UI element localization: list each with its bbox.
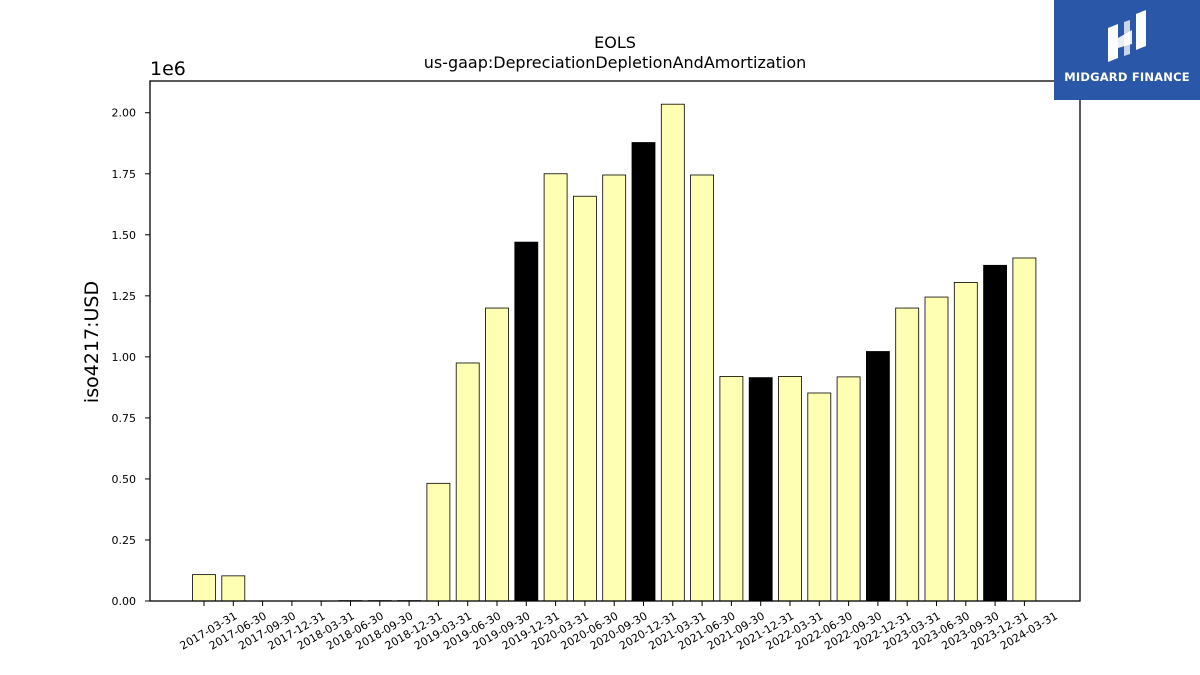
bar-2021-12-31 <box>748 377 773 602</box>
bar-2019-03-31 <box>426 482 451 602</box>
bar-2020-03-31 <box>543 173 568 602</box>
midgard-finance-logo: MIDGARD FINANCE <box>1054 0 1200 100</box>
logo-text: MIDGARD FINANCE <box>1064 70 1190 84</box>
y-tick-label: 1.75 <box>112 168 137 181</box>
y-tick-label: 1.25 <box>112 290 137 303</box>
bar-2021-03-31 <box>660 103 685 602</box>
bar-2019-12-31 <box>514 241 539 602</box>
chart-title: EOLS <box>594 33 636 52</box>
bar-2019-06-30 <box>455 362 480 602</box>
y-tick-label: 0.00 <box>112 595 137 608</box>
bar-2022-06-30 <box>807 392 832 602</box>
bar-2022-09-30 <box>836 376 861 602</box>
y-scale-label: 1e6 <box>150 58 186 80</box>
x-ticks: 2017-03-312017-06-302017-09-302017-12-31… <box>178 601 1060 653</box>
y-tick-label: 0.50 <box>112 473 137 486</box>
y-tick-label: 1.00 <box>112 351 137 364</box>
bar-2023-06-30 <box>924 296 949 602</box>
bar-2017-06-30 <box>221 575 246 602</box>
bar-2017-03-31 <box>192 574 216 602</box>
bar-2021-06-30 <box>690 174 714 602</box>
bar-2023-12-31 <box>983 264 1007 602</box>
y-tick-label: 1.50 <box>112 229 137 242</box>
bar-2022-12-31 <box>866 351 890 602</box>
y-tick-label: 0.25 <box>112 534 137 547</box>
bar-2020-12-31 <box>631 142 656 602</box>
bar-2020-09-30 <box>602 174 627 602</box>
y-ticks: 0.00 0.25 0.50 0.75 1.00 1.25 1.50 1.75 2.00 <box>112 107 150 608</box>
bar-2019-09-30 <box>485 307 509 602</box>
bar-2023-09-30 <box>953 282 978 602</box>
chart-subtitle: us-gaap:DepreciationDepletionAndAmortiza… <box>424 53 807 72</box>
y-tick-label: 2.00 <box>112 107 137 120</box>
midgard-logo-icon <box>1108 10 1146 62</box>
bar-2022-03-31 <box>778 375 802 602</box>
bars-layer <box>192 103 1037 602</box>
plot-frame <box>149 80 1081 602</box>
y-axis-label: iso4217:USD <box>81 281 103 403</box>
y-tick-label: 0.75 <box>112 412 137 425</box>
bar-2023-03-31 <box>895 307 920 602</box>
bar-2020-06-30 <box>573 195 597 602</box>
bar-2021-09-30 <box>719 375 744 602</box>
bar-2024-03-31 <box>1012 257 1037 602</box>
